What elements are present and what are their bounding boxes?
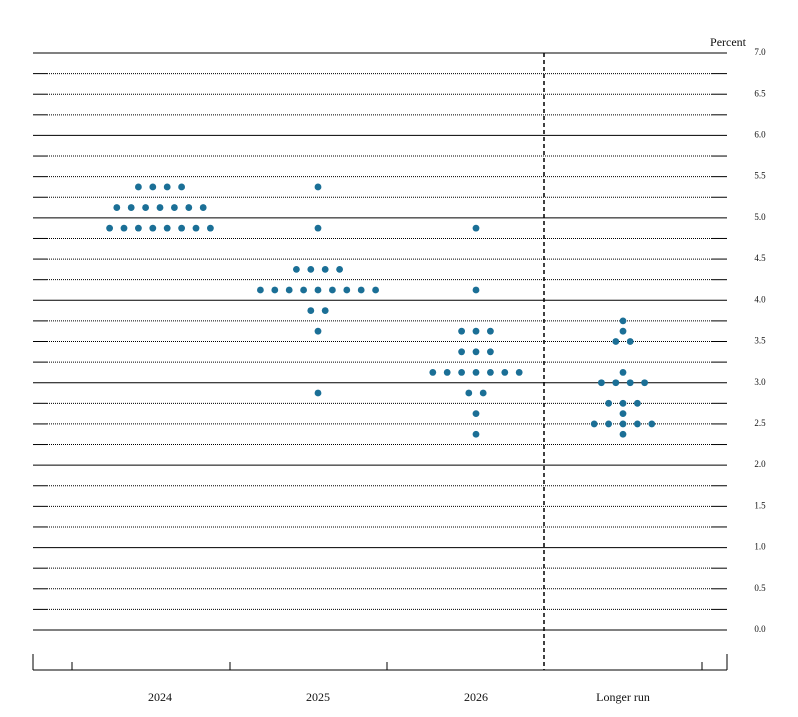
dot xyxy=(465,389,473,397)
dot xyxy=(343,286,351,294)
dot xyxy=(300,286,307,294)
dot xyxy=(612,338,620,345)
dot xyxy=(619,420,627,428)
dot xyxy=(106,224,113,232)
y-tick-label: 7.0 xyxy=(754,47,766,57)
dot xyxy=(271,286,279,294)
dot xyxy=(472,430,480,438)
dot xyxy=(634,420,641,428)
dot xyxy=(626,379,634,387)
dot xyxy=(120,224,128,232)
dot xyxy=(307,307,315,314)
dot xyxy=(372,286,379,294)
y-tick-label: 0.0 xyxy=(754,624,766,634)
dot xyxy=(127,204,135,211)
dot xyxy=(178,183,186,191)
dot xyxy=(329,286,336,294)
y-tick-label: 4.0 xyxy=(754,294,766,304)
dot xyxy=(479,389,487,397)
dot xyxy=(619,317,627,325)
dot xyxy=(149,224,157,232)
dot xyxy=(285,286,293,294)
dot xyxy=(113,204,121,211)
dot xyxy=(336,265,343,273)
dot xyxy=(142,204,150,211)
x-tick-label: 2025 xyxy=(306,690,330,704)
dot xyxy=(472,327,480,335)
dot xyxy=(605,420,612,428)
x-axis xyxy=(32,654,728,671)
y-tick-label: 5.0 xyxy=(754,212,766,222)
y-tick-label: 5.5 xyxy=(754,171,766,181)
dot xyxy=(515,369,523,376)
dot xyxy=(487,348,494,356)
dot xyxy=(626,338,634,345)
y-tick-label: 3.0 xyxy=(754,377,766,387)
dot xyxy=(163,224,171,232)
dot xyxy=(199,204,207,211)
dot xyxy=(357,286,365,294)
dot xyxy=(314,224,322,232)
y-tick-label: 4.5 xyxy=(754,253,766,263)
dot xyxy=(619,369,627,376)
dot xyxy=(472,348,480,356)
dot xyxy=(314,327,322,335)
dot xyxy=(472,369,480,376)
dot xyxy=(487,327,494,335)
dot xyxy=(458,348,465,356)
dot xyxy=(619,430,627,438)
dot xyxy=(178,224,186,232)
dot xyxy=(314,389,322,397)
dot xyxy=(472,286,480,294)
dot xyxy=(314,183,322,191)
dot xyxy=(619,327,627,335)
dot xyxy=(458,327,465,335)
dot xyxy=(135,224,142,232)
dot xyxy=(429,369,437,376)
dot xyxy=(634,399,641,407)
y-axis-label: Percent xyxy=(710,35,747,49)
dot xyxy=(443,369,451,376)
dot xyxy=(472,410,480,418)
dot xyxy=(307,265,315,273)
dot xyxy=(163,183,171,191)
dot xyxy=(149,183,157,191)
dot xyxy=(612,379,620,387)
dot xyxy=(293,265,300,273)
dot xyxy=(135,183,142,191)
y-tick-label: 0.5 xyxy=(754,583,766,593)
y-tick-label: 3.5 xyxy=(754,336,766,346)
dot xyxy=(501,369,509,376)
dot xyxy=(185,204,193,211)
dot xyxy=(314,286,322,294)
x-tick-label: Longer run xyxy=(596,690,650,704)
y-tick-label: 2.0 xyxy=(754,459,766,469)
dot xyxy=(321,265,329,273)
dot xyxy=(207,224,214,232)
dot xyxy=(487,369,494,376)
dot xyxy=(472,224,480,232)
dot xyxy=(598,379,605,387)
dot xyxy=(619,410,627,418)
y-tick-label: 2.5 xyxy=(754,418,766,428)
y-tick-label: 6.5 xyxy=(754,88,766,98)
dot xyxy=(605,399,612,407)
dot xyxy=(648,420,656,428)
dot xyxy=(156,204,164,211)
dot xyxy=(171,204,178,211)
dot xyxy=(257,286,264,294)
y-tick-label: 6.0 xyxy=(754,129,766,139)
dot xyxy=(458,369,465,376)
y-tick-label: 1.5 xyxy=(754,500,766,510)
x-tick-label: 2026 xyxy=(464,690,488,704)
y-tick-label: 1.0 xyxy=(754,542,766,552)
x-tick-label: 2024 xyxy=(148,690,172,704)
dot xyxy=(590,420,598,428)
dot xyxy=(192,224,200,232)
dot xyxy=(619,399,627,407)
dot xyxy=(641,379,648,387)
dot xyxy=(321,307,329,314)
